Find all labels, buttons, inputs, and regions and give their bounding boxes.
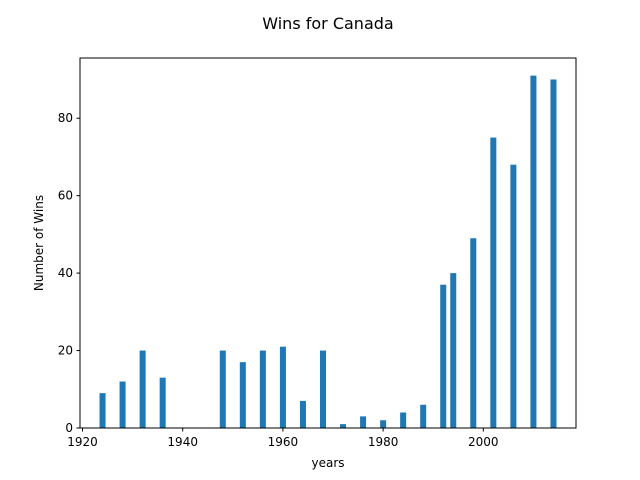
bar-1984: [400, 412, 407, 428]
bar-1964: [299, 400, 306, 428]
chart-title: Wins for Canada: [262, 14, 393, 33]
bar-1948: [219, 350, 226, 428]
y-tick-label: 40: [58, 266, 73, 280]
y-tick-label: 0: [65, 421, 73, 435]
x-tick-label: 1960: [268, 435, 299, 449]
x-tick-label: 1940: [167, 435, 198, 449]
x-axis-ticks: 1920 1940 1960 1980 2000: [67, 428, 499, 449]
bar-2002: [490, 137, 497, 428]
bar-1924: [99, 393, 106, 428]
y-tick-label: 80: [58, 111, 73, 125]
bar-1988: [420, 404, 427, 428]
bar-1956: [259, 350, 266, 428]
bar-2010: [530, 75, 537, 428]
bar-1994: [450, 273, 457, 428]
bar-1932: [139, 350, 146, 428]
bar-2006: [510, 164, 517, 428]
bar-2014: [550, 79, 557, 428]
y-tick-label: 60: [58, 189, 73, 203]
y-axis-label: Number of Wins: [32, 195, 46, 291]
x-tick-label: 2000: [468, 435, 499, 449]
y-tick-label: 20: [58, 344, 73, 358]
bar-1960: [279, 346, 286, 428]
x-tick-label: 1920: [67, 435, 98, 449]
bars-group: [99, 75, 557, 428]
plot-frame: [79, 57, 577, 429]
bar-1928: [119, 381, 126, 428]
y-axis-ticks: 0 20 40 60 80: [58, 111, 80, 435]
bar-1992: [440, 284, 447, 428]
bar-1936: [159, 377, 166, 428]
x-axis-label: years: [311, 456, 344, 470]
bar-1968: [319, 350, 326, 428]
bar-1980: [380, 420, 387, 428]
x-tick-label: 1980: [368, 435, 399, 449]
bar-1998: [470, 238, 477, 428]
bar-1952: [239, 362, 246, 428]
bar-1972: [340, 424, 347, 428]
bar-1976: [360, 416, 367, 428]
